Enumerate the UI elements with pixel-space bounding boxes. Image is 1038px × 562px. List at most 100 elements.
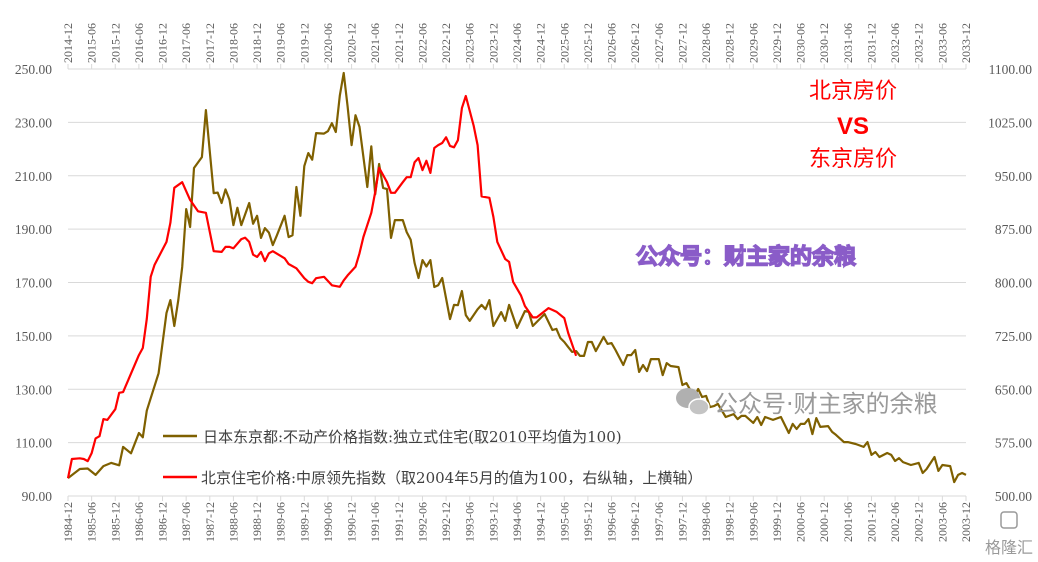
top-tick-label: 2023-12 [486,23,500,63]
top-tick-label: 2021-12 [392,23,406,63]
watermark-gray-text: 公众号·财主家的余粮 [714,390,938,418]
top-axis-ticks: 2014-12 2015-06 2015-12 2016-06 2016-12 2017-… [61,23,973,69]
bottom-tick-label: 1990-06 [321,502,335,542]
bottom-tick-label: 1988-12 [250,502,264,542]
top-tick-label: 2019-12 [297,23,311,63]
logo-icon [1000,511,1018,529]
bottom-tick-label: 1992-06 [415,502,429,542]
logo-text: 格隆汇 [985,538,1033,557]
right-axis-ticks: 500.00 575.00 650.00 725.00 800.00 875.00 950.… [988,62,1032,504]
top-tick-label: 2027-12 [675,23,689,63]
bottom-tick-label: 1991-06 [368,502,382,542]
bottom-tick-label: 1988-06 [226,502,240,542]
bottom-tick-label: 1984-12 [61,502,75,542]
watermark-purple: 公众号：财主家的余粮 [636,244,856,270]
annotation-tokyo: 东京房价 [809,147,897,172]
top-tick-label: 2016-12 [156,23,170,63]
top-tick-label: 2021-06 [368,23,382,63]
logo: 格隆汇 [985,511,1033,557]
bottom-tick-label: 1987-12 [203,502,217,542]
bottom-tick-label: 1995-06 [557,502,571,542]
bottom-tick-label: 2003-12 [959,502,973,542]
bottom-tick-label: 1990-12 [345,502,359,542]
title-annotation: 北京房价 VS 东京房价 [809,79,897,172]
wechat-icon [676,388,710,416]
bottom-tick-label: 1989-12 [297,502,311,542]
bottom-tick-label: 1999-06 [746,502,760,542]
bottom-tick-label: 2000-12 [817,502,831,542]
left-tick-label: 110.00 [15,436,52,451]
bottom-tick-label: 2001-06 [841,502,855,542]
bottom-tick-label: 1991-12 [392,502,406,542]
bottom-tick-label: 1994-12 [534,502,548,542]
top-tick-label: 2014-12 [61,23,75,63]
bottom-tick-label: 1993-06 [463,502,477,542]
top-tick-label: 2022-06 [415,23,429,63]
right-tick-label: 575.00 [995,436,1032,451]
bottom-tick-label: 1997-06 [652,502,666,542]
bottom-tick-label: 1996-06 [605,502,619,542]
top-tick-label: 2020-12 [345,23,359,63]
top-tick-label: 2015-06 [85,23,99,63]
top-tick-label: 2024-12 [534,23,548,63]
bottom-tick-label: 1996-12 [628,502,642,542]
top-tick-label: 2033-06 [935,23,949,63]
top-tick-label: 2023-06 [463,23,477,63]
top-tick-label: 2016-06 [132,23,146,63]
top-tick-label: 2018-06 [226,23,240,63]
right-tick-label: 875.00 [995,222,1032,237]
annotation-vs: VS [837,113,869,140]
top-tick-label: 2032-12 [912,23,926,63]
top-tick-label: 2025-12 [581,23,595,63]
bottom-tick-label: 1987-06 [179,502,193,542]
top-tick-label: 2027-06 [652,23,666,63]
top-tick-label: 2024-06 [510,23,524,63]
watermark-gray: 公众号·财主家的余粮 [676,388,938,418]
bottom-tick-label: 1985-12 [108,502,122,542]
bottom-tick-label: 1994-06 [510,502,524,542]
left-tick-label: 190.00 [15,222,52,237]
left-tick-label: 150.00 [15,329,52,344]
series-lines [66,71,967,484]
top-tick-label: 2019-06 [274,23,288,63]
annotation-beijing: 北京房价 [809,79,897,104]
series-line-tokyo [67,71,967,484]
right-tick-label: 500.00 [995,489,1032,504]
top-tick-label: 2017-12 [203,23,217,63]
top-tick-label: 2020-06 [321,23,335,63]
left-tick-label: 170.00 [15,276,52,291]
top-tick-label: 2017-06 [179,23,193,63]
top-tick-label: 2030-12 [817,23,831,63]
bottom-tick-label: 1998-12 [723,502,737,542]
bottom-tick-label: 1986-06 [132,502,146,542]
right-tick-label: 725.00 [995,329,1032,344]
left-tick-label: 210.00 [15,169,52,184]
top-tick-label: 2026-06 [605,23,619,63]
bottom-tick-label: 2002-12 [912,502,926,542]
bottom-tick-label: 1995-12 [581,502,595,542]
bottom-tick-label: 2001-12 [864,502,878,542]
bottom-axis-ticks: 1984-12 1985-06 1985-12 1986-06 1986-12 1987-… [61,496,973,542]
top-tick-label: 2031-12 [864,23,878,63]
top-tick-label: 2029-12 [770,23,784,63]
top-tick-label: 2029-06 [746,23,760,63]
legend: 日本东京都:不动产价格指数:独立式住宅(取2010平均值为100) 北京住宅价格… [163,428,702,487]
top-tick-label: 2022-12 [439,23,453,63]
bottom-tick-label: 1998-06 [699,502,713,542]
right-tick-label: 1025.00 [988,115,1032,130]
bottom-tick-label: 1989-06 [274,502,288,542]
series-line-beijing [66,94,578,479]
top-tick-label: 2025-06 [557,23,571,63]
bottom-tick-label: 1993-12 [486,502,500,542]
left-tick-label: 230.00 [15,115,52,130]
bottom-tick-label: 1985-06 [85,502,99,542]
left-axis-ticks: 90.00 110.00 130.00 150.00 170.00 190.00 210.0… [15,62,52,504]
top-tick-label: 2028-06 [699,23,713,63]
right-tick-label: 1100.00 [989,62,1033,77]
left-tick-label: 250.00 [15,62,52,77]
top-tick-label: 2030-06 [794,23,808,63]
bottom-tick-label: 1997-12 [675,502,689,542]
bottom-tick-label: 2002-06 [888,502,902,542]
legend-label-beijing: 北京住宅价格:中原领先指数（取2004年5月的值为100，右纵轴，上横轴） [201,469,702,487]
